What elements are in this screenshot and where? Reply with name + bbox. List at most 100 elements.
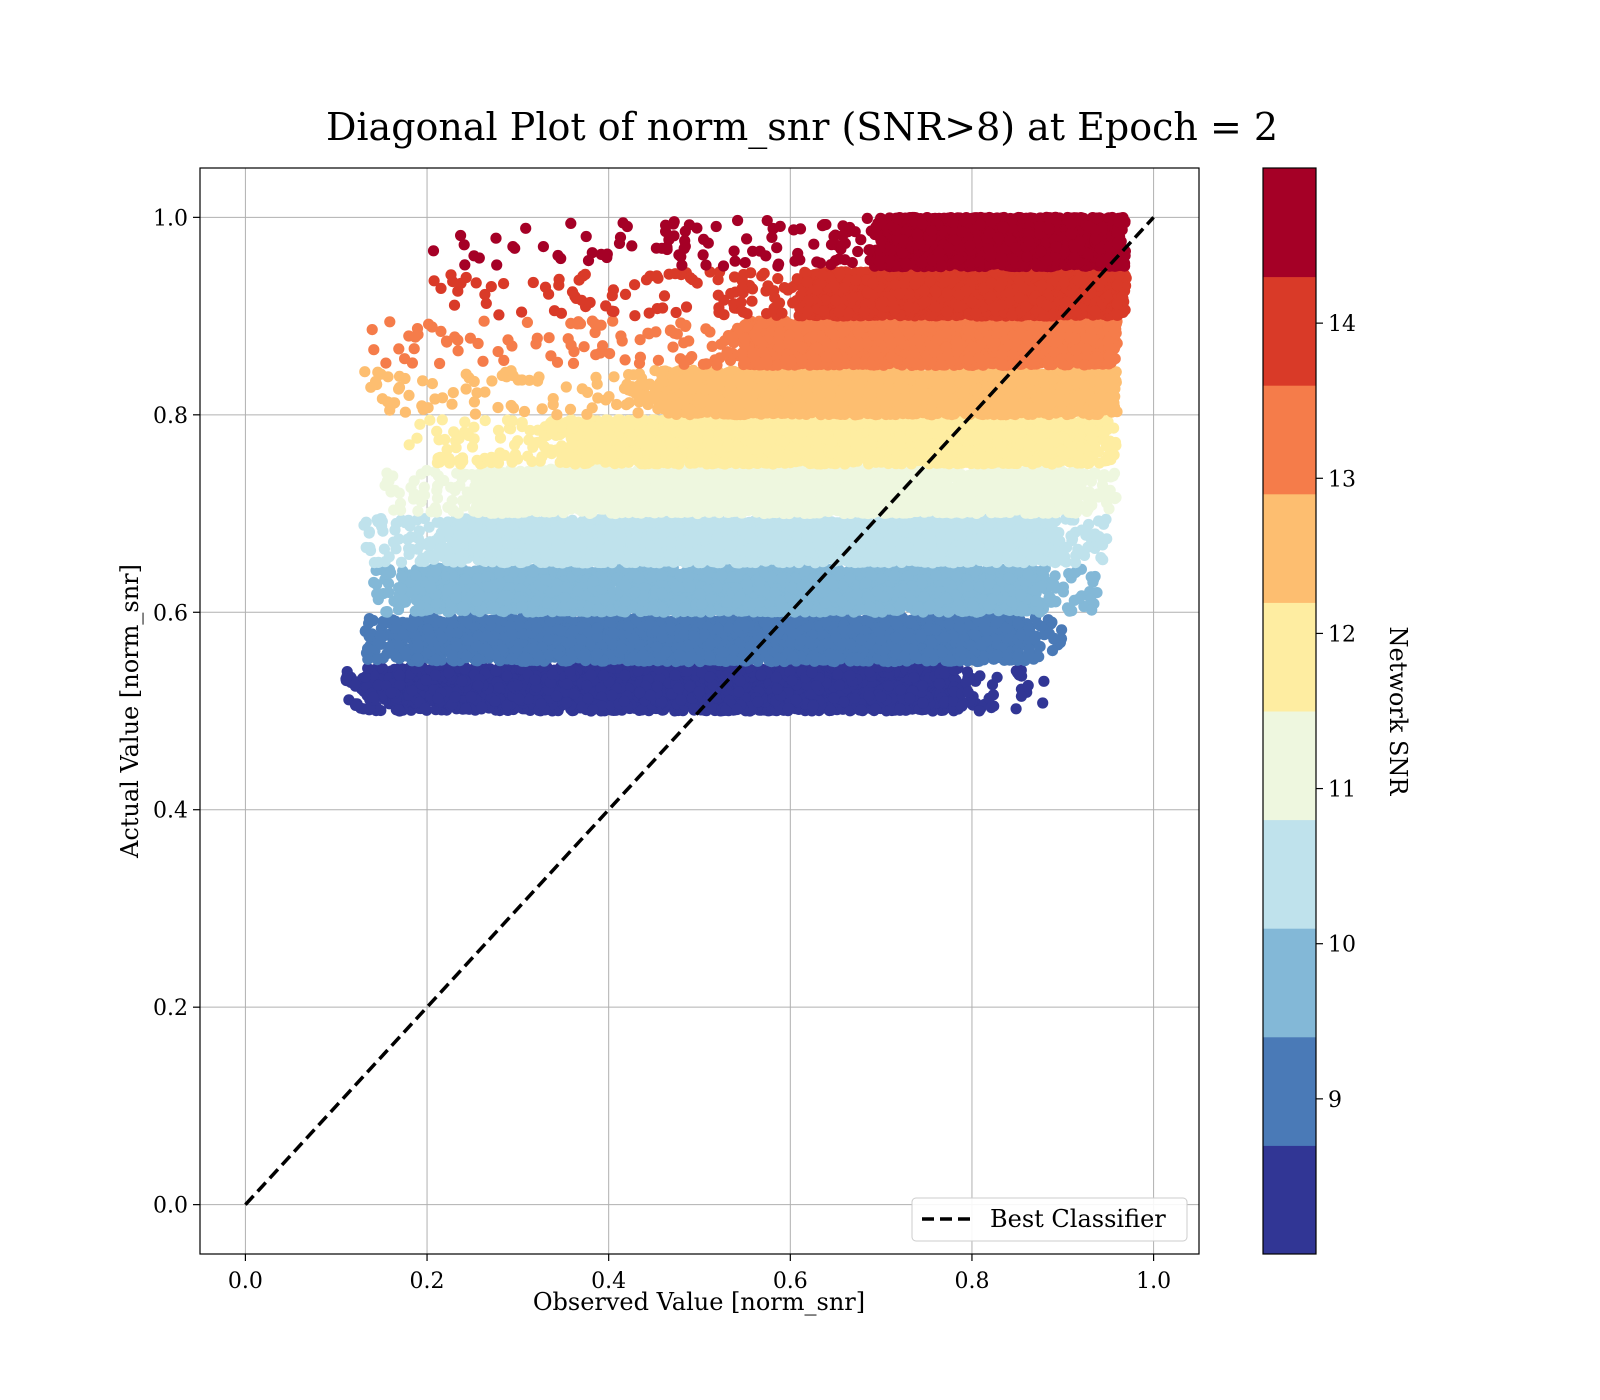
data-point (368, 692, 379, 703)
data-point (634, 687, 645, 698)
data-point (917, 697, 928, 708)
data-point (870, 704, 881, 715)
data-point (350, 700, 361, 711)
data-point (619, 696, 630, 707)
band-points-1 (360, 612, 1068, 668)
data-point (808, 701, 819, 712)
data-point (811, 680, 822, 691)
data-point (1023, 680, 1034, 691)
data-point (974, 705, 985, 716)
data-point (1012, 667, 1023, 678)
data-point (669, 670, 680, 681)
data-point (1011, 703, 1022, 714)
data-point (756, 669, 767, 680)
data-point (849, 693, 860, 704)
data-point (876, 691, 887, 702)
data-point (733, 686, 744, 697)
data-point (514, 694, 525, 705)
data-point (598, 670, 609, 681)
data-point (845, 670, 856, 681)
data-point (772, 683, 783, 694)
data-point (551, 691, 562, 702)
data-point (694, 686, 705, 697)
data-point (443, 667, 454, 678)
data-point (619, 670, 630, 681)
data-point (806, 667, 817, 678)
data-point (472, 680, 483, 691)
data-point (633, 665, 644, 676)
data-point (490, 696, 501, 707)
data-point (565, 666, 576, 677)
data-point (673, 683, 684, 694)
data-point (529, 674, 540, 685)
data-point (790, 694, 801, 705)
data-point (420, 703, 431, 714)
data-point (704, 671, 715, 682)
data-point (832, 669, 843, 680)
data-point (735, 675, 746, 686)
data-point (992, 672, 1003, 683)
data-point (512, 680, 523, 691)
data-point (569, 688, 580, 699)
data-point (1037, 697, 1048, 708)
data-point (825, 705, 836, 716)
data-point (956, 701, 967, 712)
data-point (420, 674, 431, 685)
data-point (863, 690, 874, 701)
data-point (652, 681, 663, 692)
data-point (1038, 676, 1049, 687)
data-point (895, 684, 906, 695)
chart-title: Diagonal Plot of norm_snr (SNR>8) at Epo… (326, 105, 1278, 150)
data-point (394, 670, 405, 681)
data-point (562, 678, 573, 689)
data-point (460, 703, 471, 714)
data-point (834, 680, 845, 691)
data-point (974, 670, 985, 681)
data-point (393, 704, 404, 715)
figure: Diagonal Plot of norm_snr (SNR>8) at Epo… (0, 0, 1600, 1400)
data-point (547, 669, 558, 680)
data-point (386, 687, 397, 698)
band-points-0 (340, 661, 1049, 717)
data-point (828, 693, 839, 704)
data-point (752, 696, 763, 707)
data-point (783, 703, 794, 714)
data-point (645, 690, 656, 701)
data-point (561, 697, 572, 708)
data-point (476, 702, 487, 713)
data-point (771, 672, 782, 683)
data-point (908, 672, 919, 683)
data-point (963, 687, 974, 698)
data-point (606, 690, 617, 701)
data-point (676, 694, 687, 705)
data-point (536, 698, 547, 709)
data-point (430, 670, 441, 681)
data-point (501, 700, 512, 711)
data-point (490, 665, 501, 676)
data-point (681, 666, 692, 677)
data-point (1016, 691, 1027, 702)
data-point (883, 680, 894, 691)
data-point (466, 691, 477, 702)
data-point (706, 703, 717, 714)
data-point (586, 669, 597, 680)
data-point (984, 693, 995, 704)
data-point (493, 682, 504, 693)
data-point (856, 704, 867, 715)
data-point (432, 693, 443, 704)
data-point (581, 680, 592, 691)
data-point (904, 693, 915, 704)
data-point (787, 675, 798, 686)
data-point (917, 680, 928, 691)
data-point (894, 703, 905, 714)
data-point (934, 678, 945, 689)
data-point (349, 679, 360, 690)
data-point (456, 676, 467, 687)
scatter-points (340, 212, 1131, 717)
data-point (587, 704, 598, 715)
data-point (731, 704, 742, 715)
data-point (961, 677, 972, 688)
data-point (582, 693, 593, 704)
data-point (407, 685, 418, 696)
data-point (450, 692, 461, 703)
